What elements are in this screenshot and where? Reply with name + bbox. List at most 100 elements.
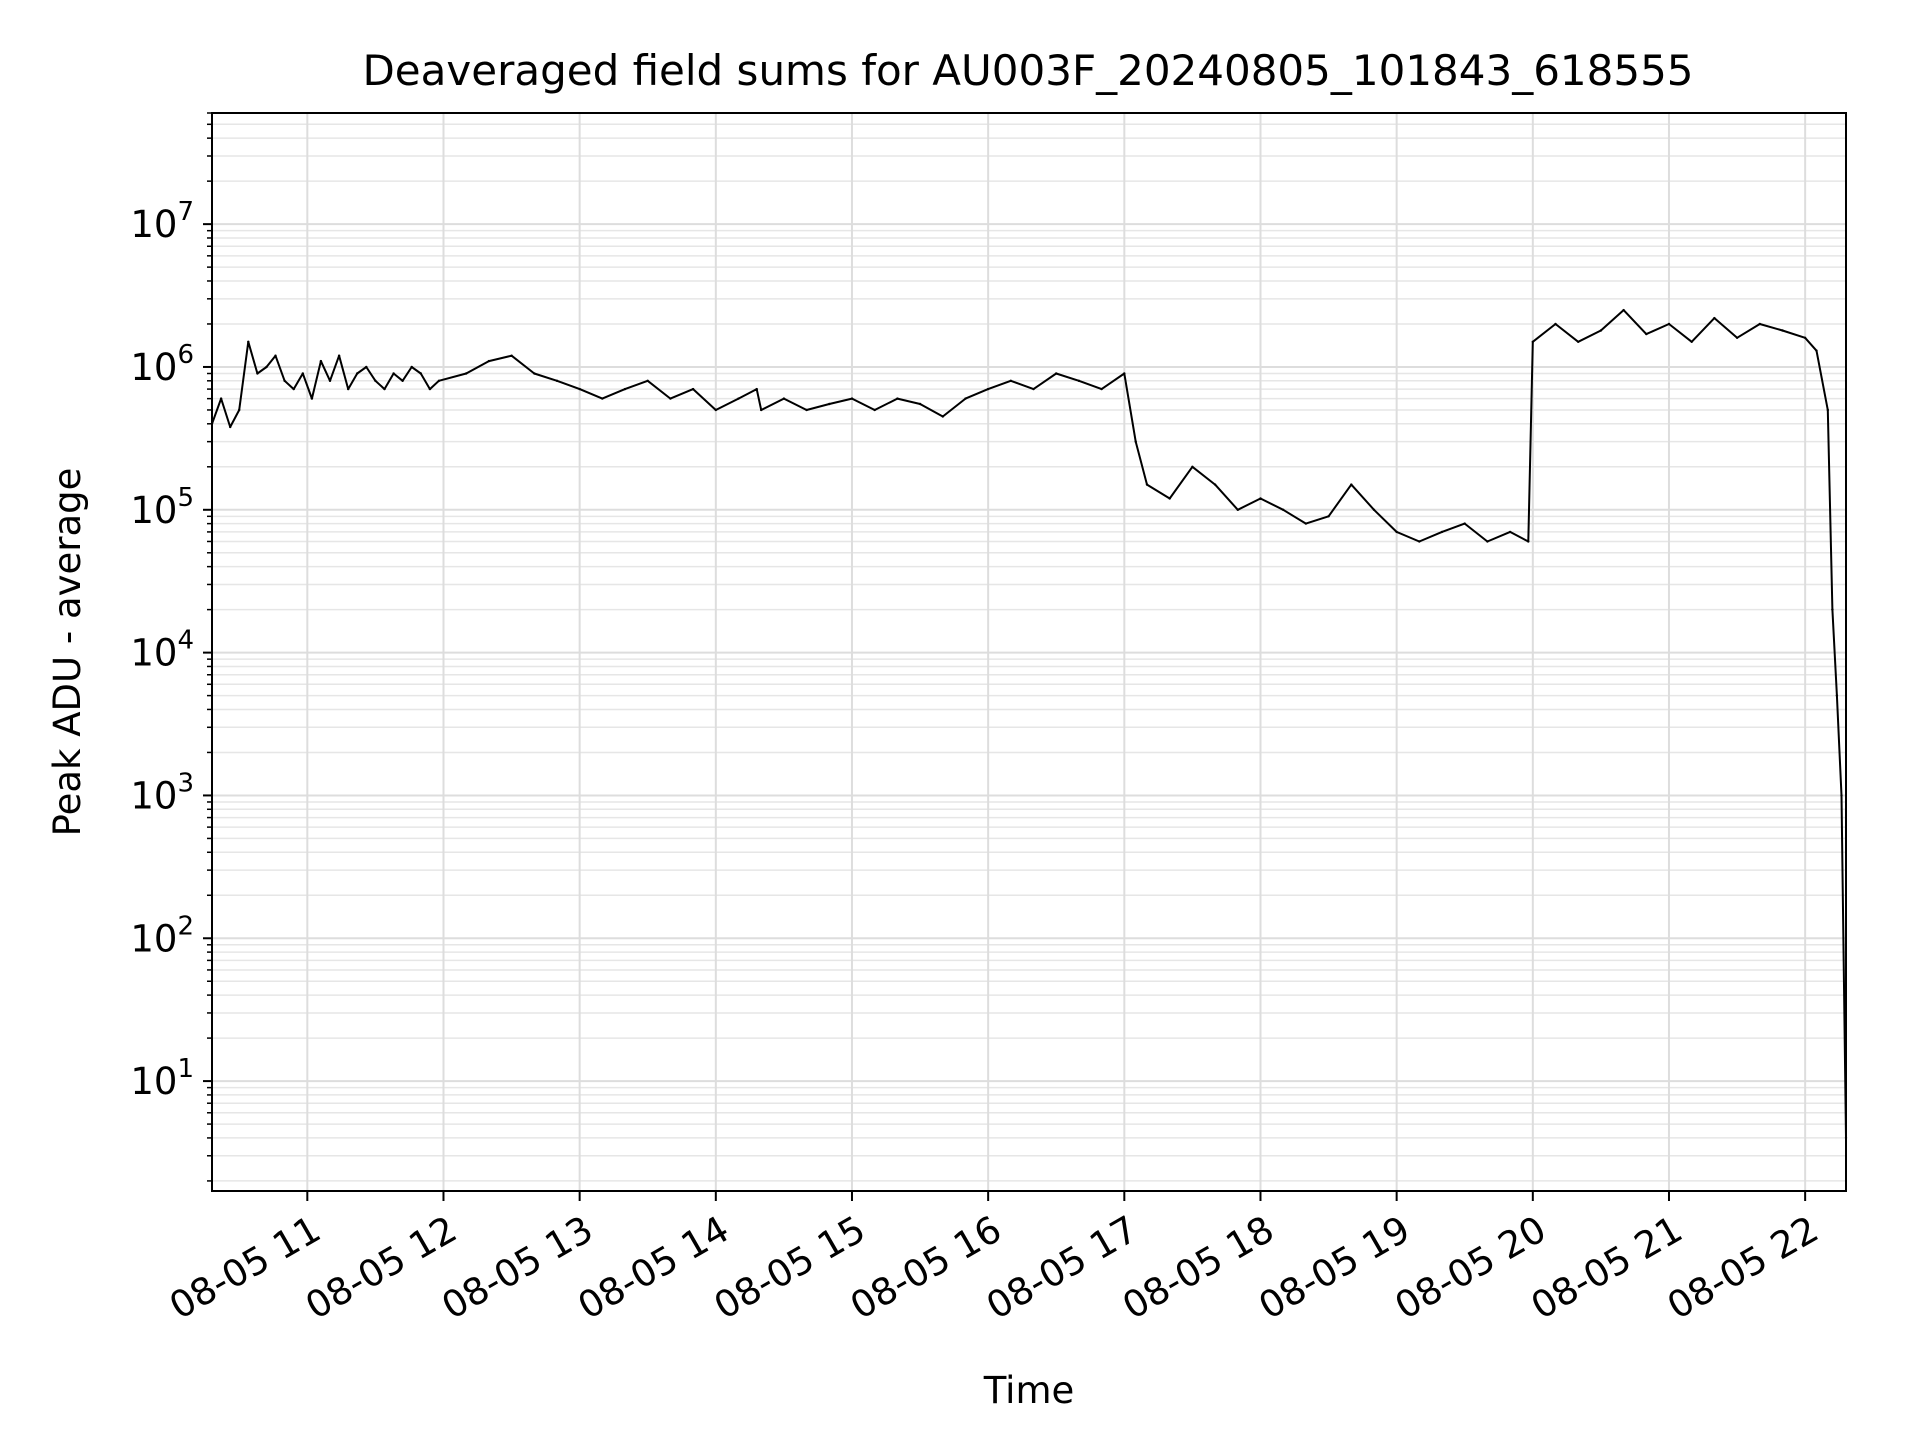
data-point [623,387,627,391]
data-point [782,397,786,400]
data-point [1527,540,1530,543]
x-axis-label: Time [983,1369,1075,1412]
data-point [238,408,241,412]
data-point [487,359,491,363]
data-point [828,402,831,406]
data-point [1826,408,1830,412]
data-point [356,372,359,375]
data-point [986,387,990,391]
data-point [1032,387,1035,391]
data-point [1327,515,1330,518]
data-point [337,354,341,357]
data-point [1531,340,1535,343]
data-point [1735,336,1739,339]
data-point [601,397,604,400]
data-point [755,387,758,391]
data-point [1395,530,1398,534]
data-point [1134,440,1137,443]
data-point [1372,508,1376,511]
chart-title: Deaveraged field sums for AU003F_2024080… [362,46,1693,95]
data-point [247,340,250,343]
grid [212,112,1846,1191]
data-point [1418,540,1421,543]
data-point [1815,349,1818,352]
data-point [347,387,350,391]
data-point [760,408,763,412]
data-point [1282,508,1285,511]
y-tick-label: 104 [130,626,194,675]
data-point [805,408,808,412]
data-point [1191,465,1194,468]
data-point [392,372,395,375]
data-point [691,387,695,391]
data-point [737,397,740,400]
data-point [328,379,332,382]
data-point [1781,329,1784,332]
data-point [292,387,295,391]
data-point [1077,379,1081,382]
data-point [301,372,304,375]
data-point [714,408,717,412]
data-point [1350,483,1353,486]
data-point [1123,372,1126,375]
data-point [219,397,223,400]
data-point [274,354,277,357]
data-point [1486,540,1489,543]
data-point [1840,794,1843,797]
data-point [918,402,922,406]
y-axis-label: Peak ADU - average [46,468,89,837]
data-point [1236,508,1240,511]
data-point [283,379,286,382]
data-point [555,379,559,382]
data-point [1803,336,1807,339]
data-point [1440,530,1444,534]
data-point [1554,322,1557,326]
data-point [873,408,876,412]
data-point [850,397,854,400]
data-point [1758,322,1762,326]
data-point [374,379,377,382]
data-point [265,365,268,369]
data-point [578,387,581,391]
data-point [1577,340,1580,343]
data-point [1831,608,1834,611]
data-point [964,397,967,400]
data-point [941,415,944,418]
data-point [1145,483,1149,486]
data-point [1100,387,1103,391]
data-point [533,372,536,375]
data-point [1463,522,1466,525]
data-point [1508,530,1512,534]
data-point [310,397,314,400]
data-point [383,387,386,391]
data-point [229,425,232,429]
data-point [1713,316,1716,320]
data-point [1304,522,1308,525]
data-point [410,365,413,369]
y-tick-label: 106 [130,340,194,389]
data-point [365,365,368,369]
y-tick-label: 107 [130,197,194,246]
y-tick-label: 102 [130,911,194,960]
data-point [646,379,649,382]
data-point [1622,308,1625,312]
series [210,308,1848,1140]
data-point [419,372,422,375]
data-point [465,372,468,375]
y-tick-label: 103 [130,768,194,817]
data-point [437,379,441,382]
data-point [896,397,899,400]
data-point [401,379,404,382]
data-point [1168,497,1171,500]
data-point [428,387,432,391]
data-point [1055,372,1058,375]
data-point [1599,329,1603,332]
data-point [319,359,323,363]
data-point [1009,379,1012,382]
data-point [669,397,672,400]
data-point [1690,340,1693,343]
data-point [510,354,513,357]
data-point [256,372,259,375]
